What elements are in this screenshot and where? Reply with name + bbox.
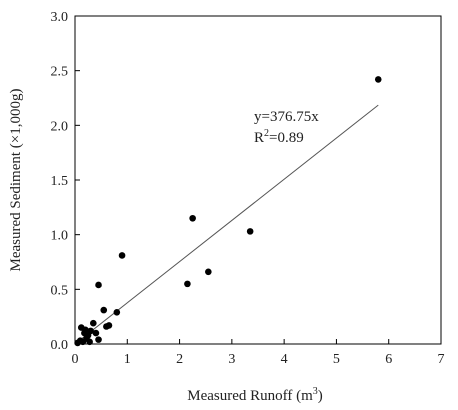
x-tick-label: 1 (124, 352, 131, 367)
data-point (118, 252, 126, 259)
data-point (86, 338, 93, 346)
r-squared-superscript: 2 (264, 128, 269, 139)
regression-line-group (77, 104, 379, 343)
x-axis-label-main: Measured Runoff (m (187, 388, 313, 404)
data-point (95, 281, 102, 289)
x-tick-label: 5 (333, 352, 340, 367)
data-point (205, 268, 212, 276)
y-tick-label: 3.0 (51, 10, 69, 25)
data-point (105, 322, 113, 329)
regression-equation: y=376.75x (254, 109, 319, 125)
data-point (184, 280, 191, 288)
data-points (74, 76, 382, 347)
y-tick-label: 2.0 (51, 119, 69, 134)
y-tick-label: 0.0 (51, 338, 69, 353)
data-point (189, 214, 196, 222)
data-point (87, 327, 94, 335)
data-point (113, 308, 121, 316)
y-tick-label: 1.0 (51, 229, 69, 244)
data-point (100, 306, 108, 314)
data-point (374, 76, 382, 83)
data-point (82, 326, 89, 334)
plot-area (74, 15, 442, 345)
r-squared-label: R2=0.89 (254, 128, 304, 146)
y-tick-label: 0.5 (51, 283, 69, 298)
r-squared-value: =0.89 (269, 130, 304, 146)
r-squared-symbol: R (254, 130, 264, 146)
x-tick-label: 3 (228, 352, 235, 367)
y-tick-label: 2.5 (51, 65, 69, 80)
x-axis-label: Measured Runoff (m3) (187, 386, 323, 404)
x-axis-ticks: 0 1 2 3 4 5 6 7 (72, 339, 445, 367)
data-point (95, 336, 102, 343)
x-tick-label: 7 (438, 352, 445, 367)
data-point (90, 319, 97, 327)
y-axis-label: Measured Sediment (×1,000g) (8, 88, 24, 271)
data-point (92, 329, 100, 337)
x-tick-label: 6 (385, 352, 392, 367)
x-tick-label: 2 (176, 352, 183, 367)
x-tick-label: 4 (281, 352, 288, 367)
x-axis-label-superscript: 3 (313, 386, 318, 397)
regression-line (77, 104, 379, 343)
y-tick-label: 1.5 (51, 174, 69, 189)
x-tick-label: 0 (72, 352, 79, 367)
x-axis-label-close: ) (318, 388, 323, 404)
plot-frame (74, 15, 442, 345)
y-axis-ticks: 0.0 0.5 1.0 1.5 2.0 2.5 3.0 (51, 10, 80, 353)
data-point (246, 228, 254, 235)
